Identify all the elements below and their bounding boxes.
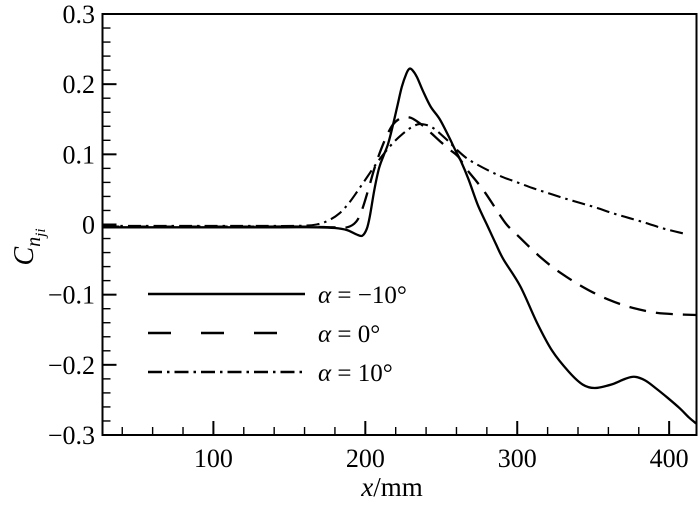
y-axis-label: Cnji [9,228,49,265]
y-tick-label: −0.2 [48,351,95,380]
curve-dashed [102,115,697,317]
x-tick-label: 400 [650,444,689,473]
y-tick-label: 0.3 [63,0,96,29]
x-tick-label: 100 [194,444,233,473]
y-tick-labels: 0.3 0.2 0.1 0 −0.1 −0.2 −0.3 [48,0,95,450]
y-tick-label: 0.2 [63,70,96,99]
axis-ticks [103,13,671,436]
y-tick-label: 0.1 [63,140,96,169]
x-tick-label: 300 [498,444,537,473]
plot-border [101,13,698,436]
x-axis-label: x/mm [360,472,423,502]
legend: α = −10° α = 0° α = 10° [148,282,407,387]
y-tick-label: −0.3 [48,421,95,450]
curve-solid [102,67,698,425]
y-tick-label: −0.1 [48,281,95,310]
legend-label: α = −10° [318,282,407,309]
curves [102,67,698,425]
x-tick-labels: 100 200 300 400 [194,444,689,473]
legend-label: α = 10° [318,360,393,387]
y-tick-label: 0 [82,211,95,240]
curve-dashdot [102,122,688,236]
legend-label: α = 0° [318,321,380,348]
x-tick-label: 200 [346,444,385,473]
